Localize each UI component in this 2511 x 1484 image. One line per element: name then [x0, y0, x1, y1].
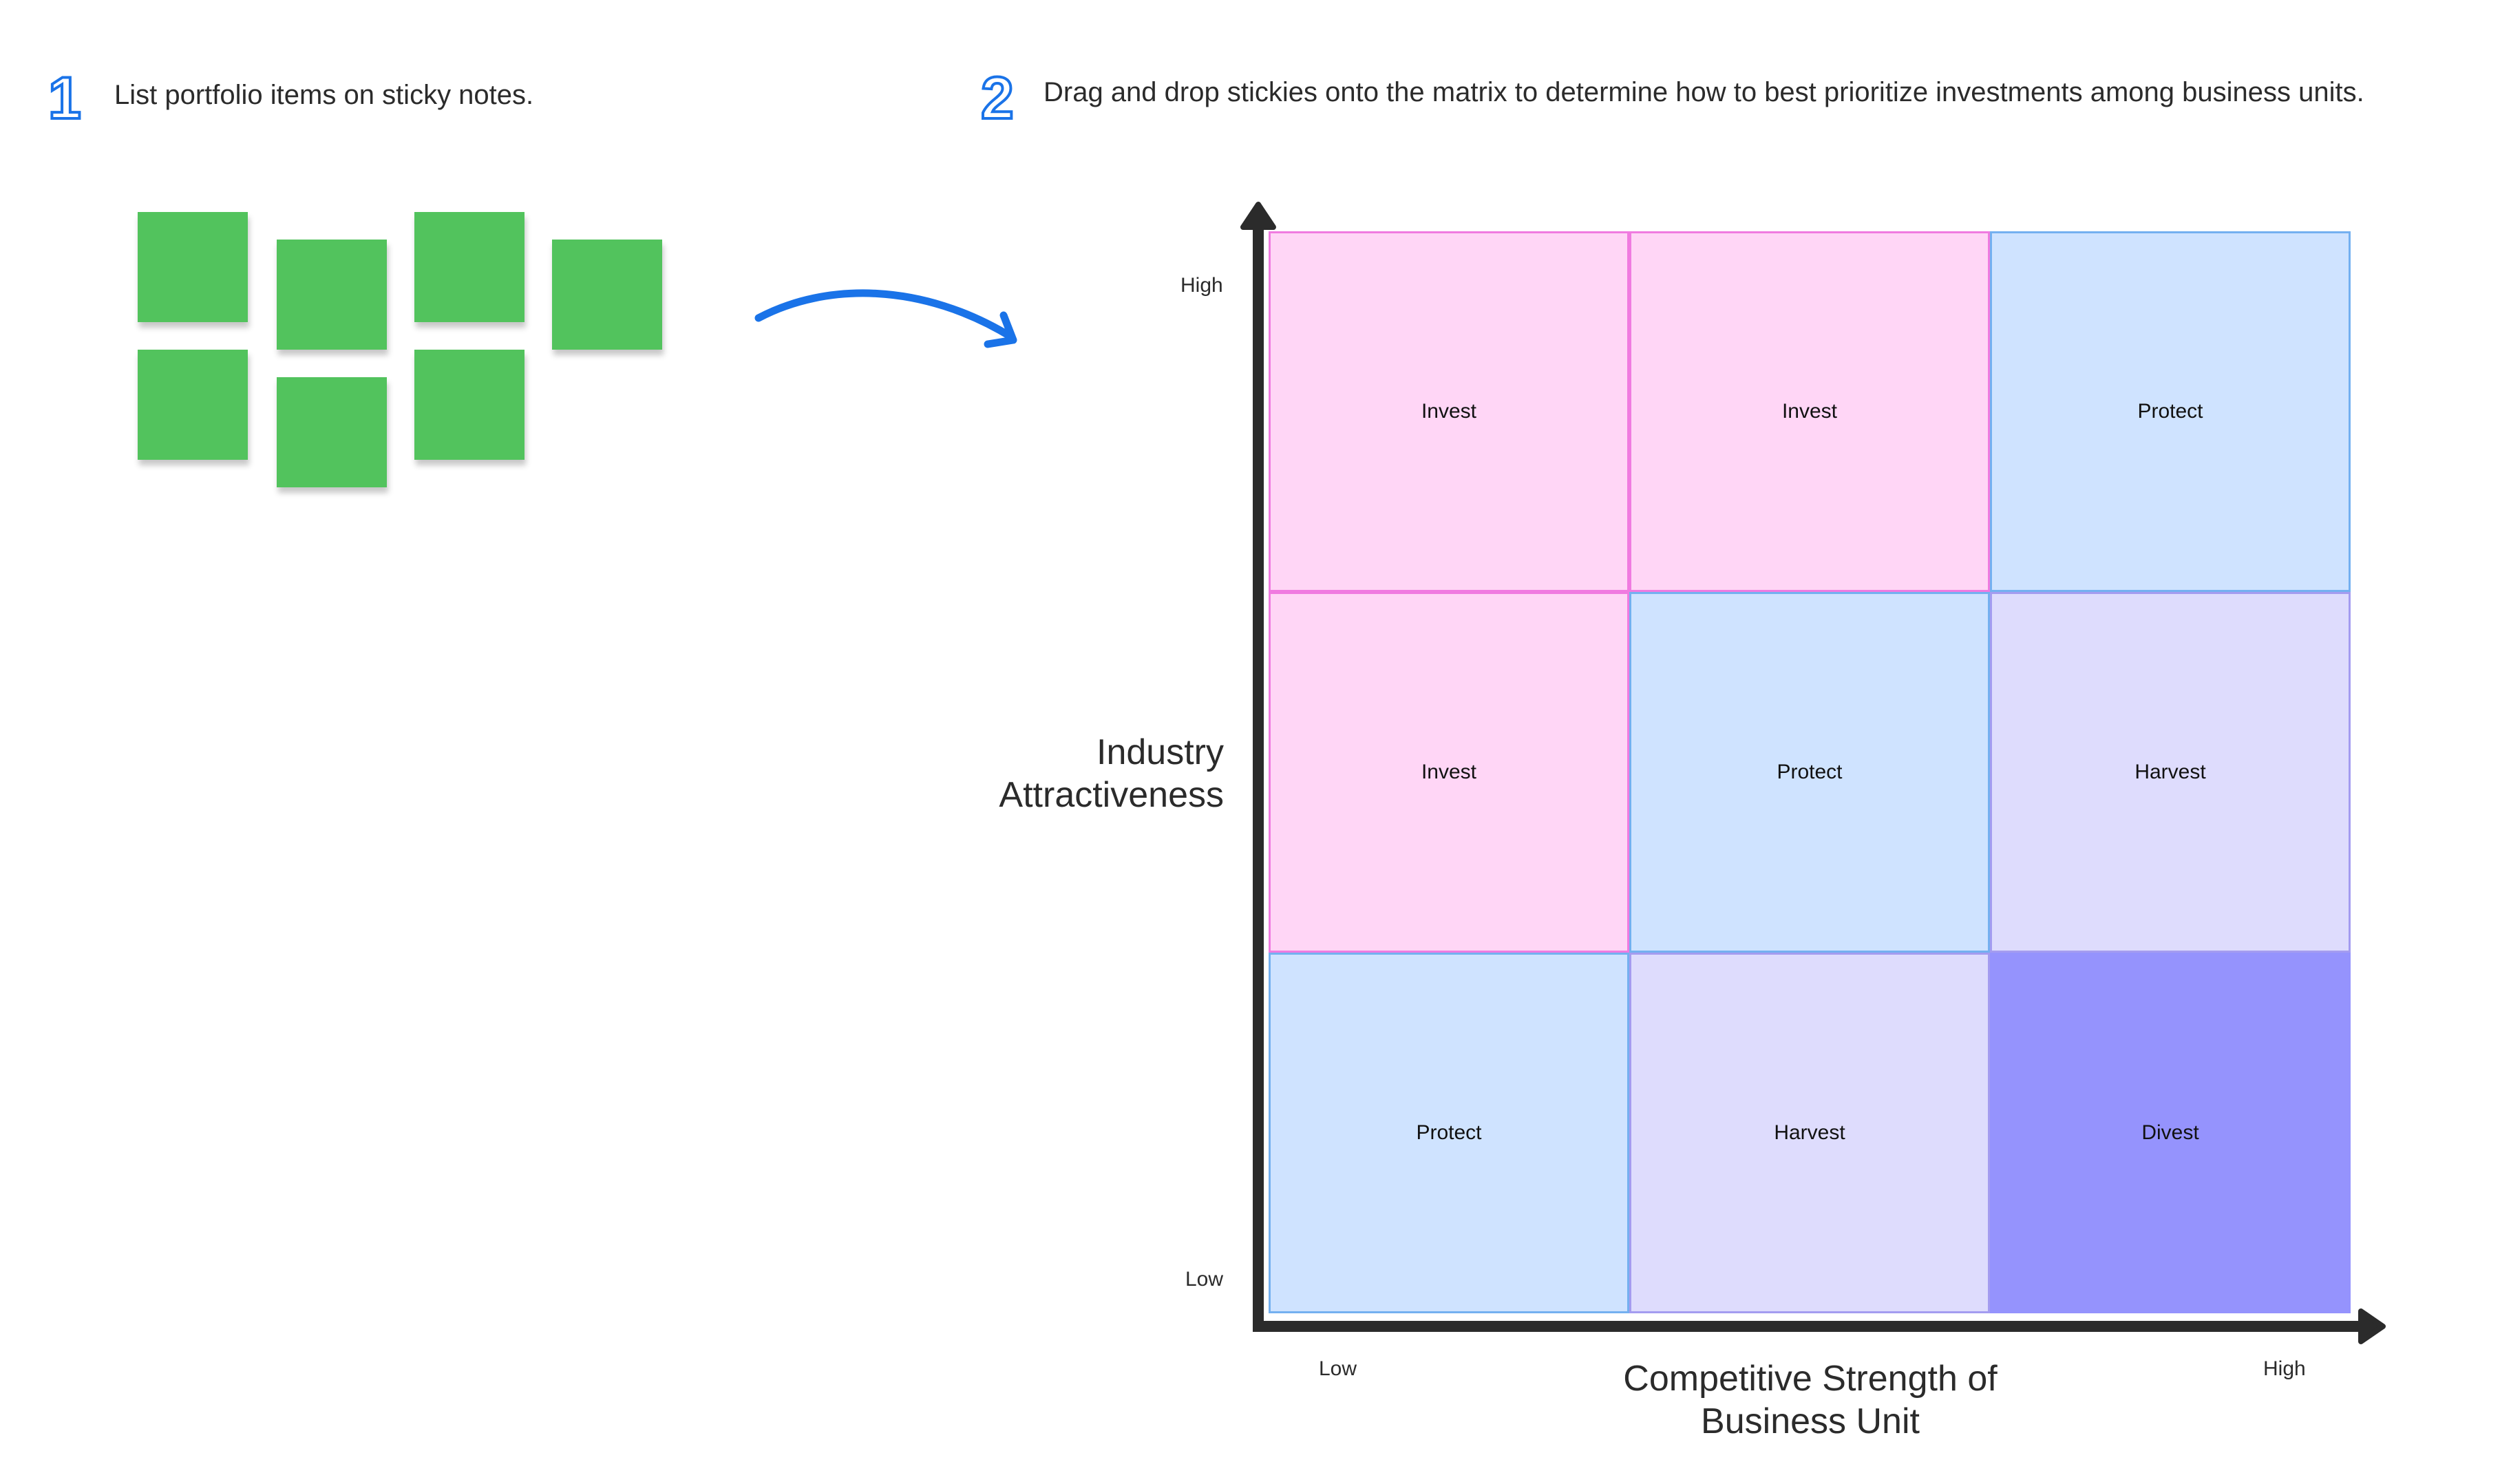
y-axis-title-line-2: Attractiveness [999, 775, 1224, 815]
step-2-number: 2 [979, 65, 1015, 131]
matrix-cell-protect[interactable]: Protect [1269, 953, 1629, 1313]
y-axis-low-label: Low [1185, 1268, 1224, 1291]
x-axis-title-line-2: Business Unit [1701, 1401, 1920, 1441]
y-axis-high-label: High [1180, 274, 1223, 297]
matrix-cell-protect[interactable]: Protect [1990, 231, 2351, 592]
curved-arrow-icon [754, 289, 1017, 348]
matrix-cell-harvest[interactable]: Harvest [1629, 953, 1990, 1313]
step-1-text: List portfolio items on sticky notes. [114, 80, 534, 110]
sticky-note[interactable] [414, 350, 525, 460]
matrix-cell-invest[interactable]: Invest [1269, 592, 1629, 953]
sticky-note[interactable] [414, 212, 525, 322]
sticky-note[interactable] [277, 377, 387, 487]
step-2-text: Drag and drop stickies onto the matrix t… [1043, 77, 2364, 107]
y-axis-title: Industry Attractiveness [999, 731, 1224, 816]
matrix-cell-harvest[interactable]: Harvest [1990, 592, 2351, 953]
matrix-cell-divest[interactable]: Divest [1990, 953, 2351, 1313]
x-axis-title-line-1: Competitive Strength of [1623, 1359, 1998, 1399]
step-1-number: 1 [47, 65, 83, 131]
y-axis-title-line-1: Industry [1096, 732, 1224, 772]
sticky-note[interactable] [138, 350, 248, 460]
matrix-cell-protect[interactable]: Protect [1629, 592, 1990, 953]
matrix-cell-invest[interactable]: Invest [1629, 231, 1990, 592]
matrix-cell-invest[interactable]: Invest [1269, 231, 1629, 592]
x-axis-title: Competitive Strength of Business Unit [1445, 1357, 2175, 1443]
x-axis-high-label: High [2263, 1357, 2306, 1380]
sticky-note[interactable] [552, 240, 662, 350]
x-axis-low-label: Low [1319, 1357, 1357, 1380]
sticky-note[interactable] [138, 212, 248, 322]
sticky-note[interactable] [277, 240, 387, 350]
